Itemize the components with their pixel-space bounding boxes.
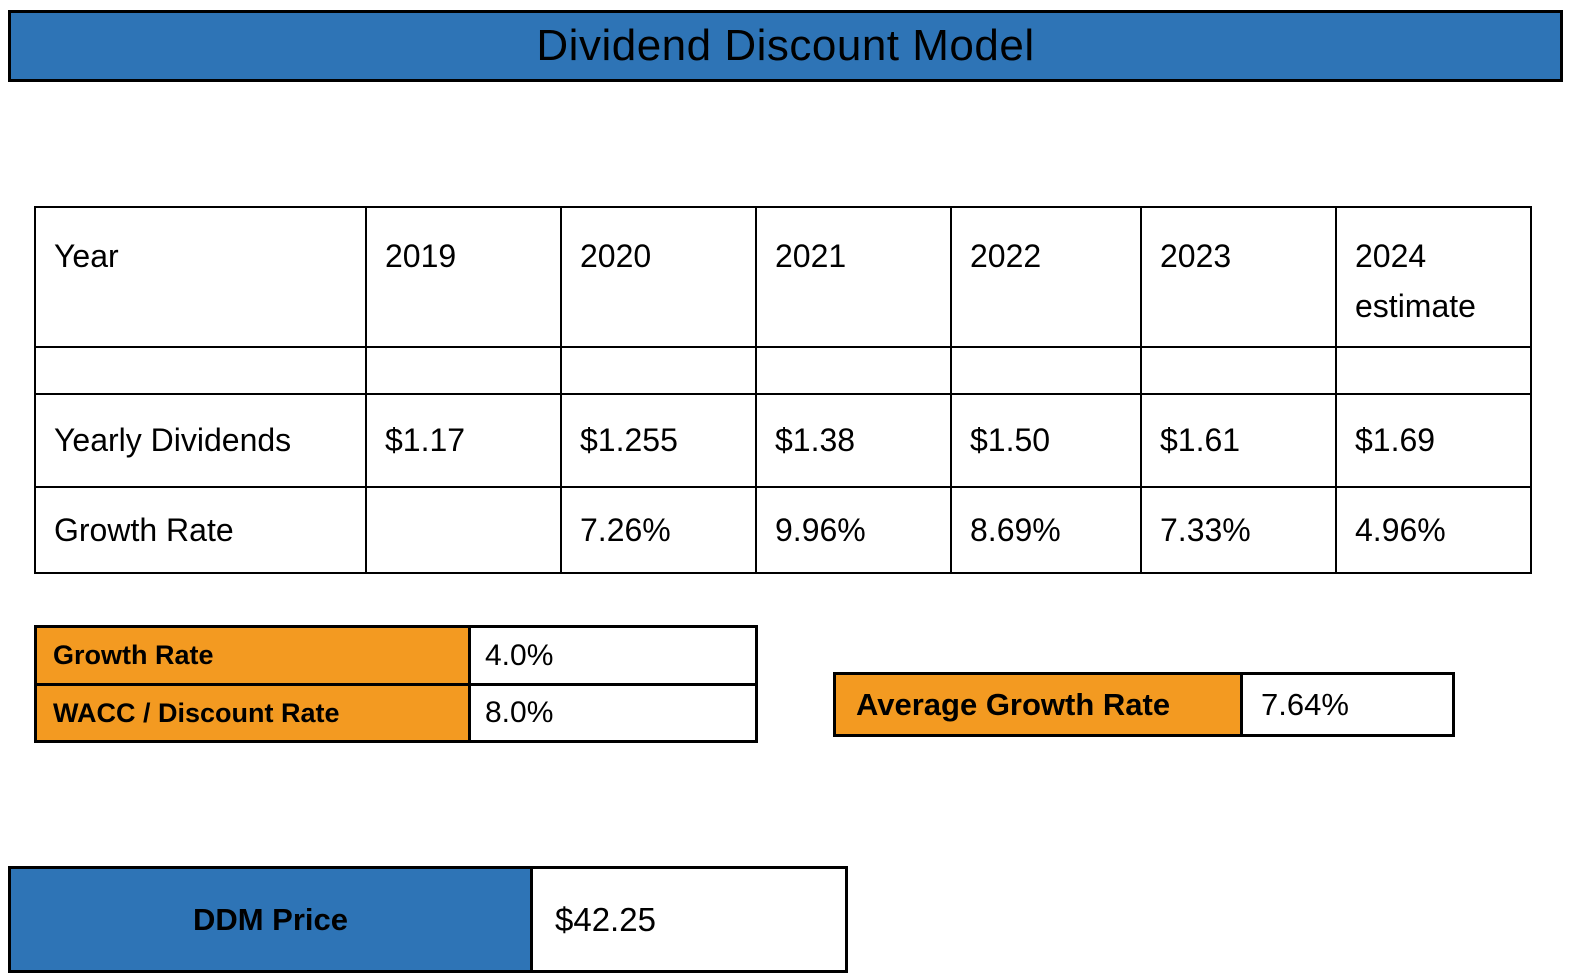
average-growth-rate-row: Average Growth Rate 7.64% bbox=[833, 672, 1455, 737]
col-header-2024-estimate: 2024 estimate bbox=[1335, 206, 1532, 348]
growth-2021: 9.96% bbox=[755, 486, 952, 574]
growth-2020: 7.26% bbox=[560, 486, 757, 574]
title-bar: Dividend Discount Model bbox=[8, 10, 1563, 82]
col-header-2022: 2022 bbox=[950, 206, 1142, 348]
dividend-2024: $1.69 bbox=[1335, 393, 1532, 488]
growth-2024: 4.96% bbox=[1335, 486, 1532, 574]
dividend-2020: $1.255 bbox=[560, 393, 757, 488]
ddm-price-value: $42.25 bbox=[530, 866, 848, 973]
spacer-cell bbox=[1335, 346, 1532, 395]
spacer-cell bbox=[1140, 346, 1337, 395]
col-header-2023: 2023 bbox=[1140, 206, 1337, 348]
dividend-table: Year 2019 2020 2021 2022 2023 2024 estim… bbox=[34, 206, 1532, 574]
growth-rate-assumption-row: Growth Rate 4.0% bbox=[34, 625, 758, 686]
yearly-dividends-label: Yearly Dividends bbox=[34, 393, 367, 488]
growth-2019 bbox=[365, 486, 562, 574]
average-growth-rate-label: Average Growth Rate bbox=[833, 672, 1243, 737]
col-header-2019: 2019 bbox=[365, 206, 562, 348]
ddm-price-box: DDM Price $42.25 bbox=[8, 866, 848, 973]
spacer-cell bbox=[755, 346, 952, 395]
assumptions-table: Growth Rate 4.0% WACC / Discount Rate 8.… bbox=[34, 625, 758, 743]
spacer-row bbox=[34, 346, 1532, 395]
average-growth-rate-value: 7.64% bbox=[1240, 672, 1455, 737]
wacc-label: WACC / Discount Rate bbox=[34, 683, 471, 743]
growth-rate-row: Growth Rate 7.26% 9.96% 8.69% 7.33% 4.96… bbox=[34, 486, 1532, 574]
growth-rate-assumption-label: Growth Rate bbox=[34, 625, 471, 686]
dividend-2022: $1.50 bbox=[950, 393, 1142, 488]
growth-2022: 8.69% bbox=[950, 486, 1142, 574]
row-header-year: Year bbox=[34, 206, 367, 348]
wacc-row: WACC / Discount Rate 8.0% bbox=[34, 683, 758, 743]
dividend-2021: $1.38 bbox=[755, 393, 952, 488]
table-header-row: Year 2019 2020 2021 2022 2023 2024 estim… bbox=[34, 206, 1532, 348]
growth-rate-label: Growth Rate bbox=[34, 486, 367, 574]
col-header-2020: 2020 bbox=[560, 206, 757, 348]
spacer-cell bbox=[34, 346, 367, 395]
dividend-2019: $1.17 bbox=[365, 393, 562, 488]
spacer-cell bbox=[950, 346, 1142, 395]
col-header-2021: 2021 bbox=[755, 206, 952, 348]
ddm-price-label: DDM Price bbox=[8, 866, 533, 973]
average-growth-rate-box: Average Growth Rate 7.64% bbox=[833, 672, 1455, 737]
yearly-dividends-row: Yearly Dividends $1.17 $1.255 $1.38 $1.5… bbox=[34, 393, 1532, 488]
spacer-cell bbox=[365, 346, 562, 395]
wacc-value: 8.0% bbox=[468, 683, 758, 743]
growth-rate-assumption-value: 4.0% bbox=[468, 625, 758, 686]
ddm-price-row: DDM Price $42.25 bbox=[8, 866, 848, 973]
dividend-2023: $1.61 bbox=[1140, 393, 1337, 488]
growth-2023: 7.33% bbox=[1140, 486, 1337, 574]
page-title: Dividend Discount Model bbox=[536, 21, 1035, 70]
spacer-cell bbox=[560, 346, 757, 395]
